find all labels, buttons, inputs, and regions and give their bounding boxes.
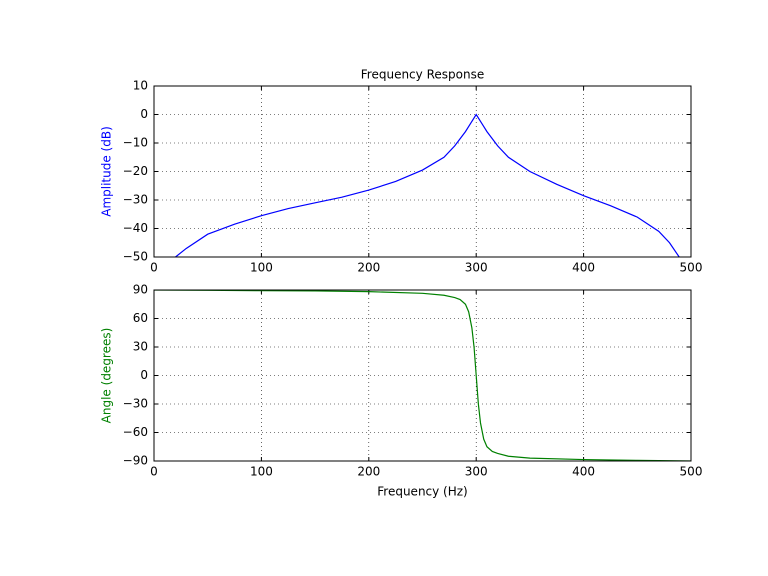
x-tick-label: 300 (465, 465, 488, 479)
y-tick-label: −10 (123, 136, 148, 150)
y-tick-label: 0 (140, 107, 148, 121)
x-tick-label: 200 (357, 465, 380, 479)
axes-frame (153, 85, 692, 258)
x-tick-label: 500 (680, 261, 703, 275)
y-tick-label: −20 (123, 164, 148, 178)
y-tick-label: 90 (133, 283, 148, 297)
y-tick-label: −30 (123, 397, 148, 411)
y-tick-label: −90 (123, 454, 148, 468)
y-tick-label: −50 (123, 250, 148, 264)
y-tick-label: 0 (140, 368, 148, 382)
chart-title: Frequency Response (361, 68, 484, 82)
x-tick-label: 400 (572, 465, 595, 479)
x-tick-label: 500 (680, 465, 703, 479)
x-tick-label: 100 (250, 261, 273, 275)
y-tick-label: 10 (133, 79, 148, 93)
y-tick-label: −60 (123, 425, 148, 439)
y-tick-label: 30 (133, 340, 148, 354)
axes-frame (153, 289, 692, 462)
y-tick-label: −40 (123, 221, 148, 235)
x-tick-label: 300 (465, 261, 488, 275)
y-tick-label: 60 (133, 311, 148, 325)
y-axis-label: Angle (degrees) (100, 328, 114, 424)
x-tick-label: 200 (357, 261, 380, 275)
x-tick-label: 400 (572, 261, 595, 275)
x-tick-label: 0 (150, 465, 158, 479)
x-tick-label: 0 (150, 261, 158, 275)
line (175, 113, 680, 257)
y-tick-label: −30 (123, 193, 148, 207)
x-tick-label: 100 (250, 465, 273, 479)
line (154, 290, 691, 461)
y-axis-label: Amplitude (dB) (100, 126, 114, 217)
x-axis-label: Frequency (Hz) (377, 485, 468, 499)
